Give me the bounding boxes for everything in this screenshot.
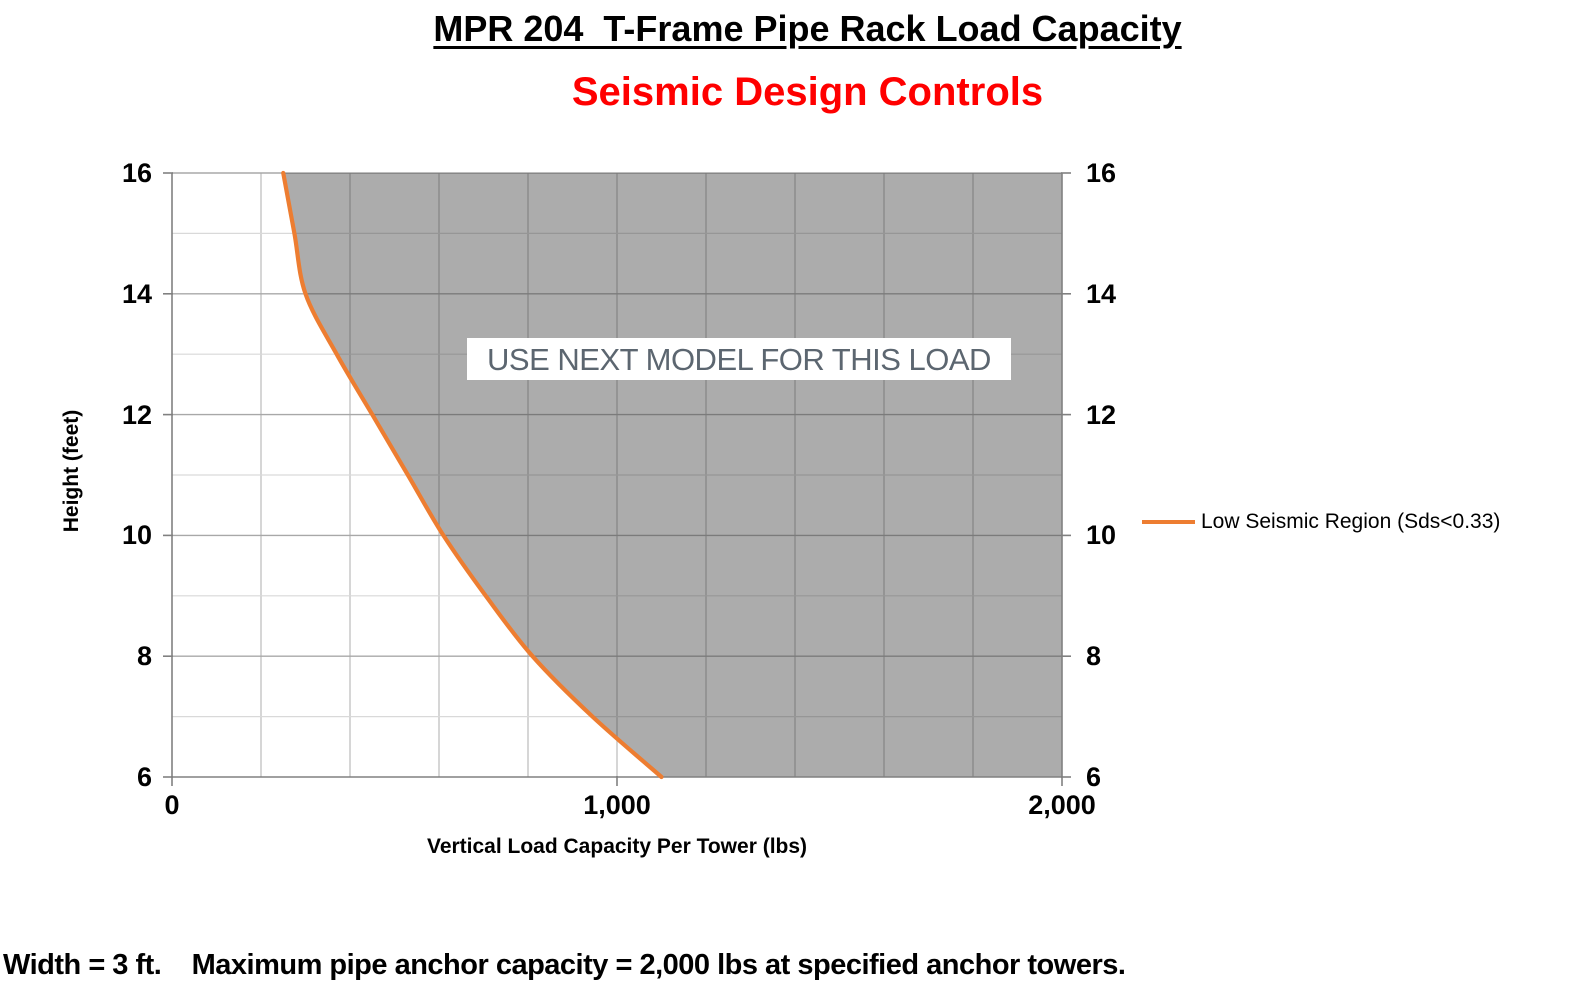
y-axis-tick-label-right: 6	[1086, 762, 1102, 792]
footer-note: Width = 3 ft. Maximum pipe anchor capaci…	[3, 949, 1126, 981]
chart-title: MPR 204 T-Frame Pipe Rack Load Capacity	[433, 8, 1182, 49]
y-axis-tick-label-right: 16	[1086, 158, 1117, 188]
y-axis-tick-label-right: 14	[1086, 278, 1117, 309]
y-axis-tick-label-left: 6	[136, 762, 152, 792]
low-seismic-curve	[281, 170, 664, 780]
x-axis-title: Vertical Load Capacity Per Tower (lbs)	[426, 835, 808, 858]
y-axis-tick-label-left: 16	[121, 158, 152, 188]
legend: Low Seismic Region (Sds<0.33)	[1142, 509, 1500, 535]
shaded-region-label: USE NEXT MODEL FOR THIS LOAD	[467, 338, 1011, 380]
y-axis-tick-label-left: 8	[136, 641, 152, 672]
y-axis-tick-label-left: 12	[121, 399, 152, 430]
y-axis-tick-label-right: 8	[1086, 641, 1102, 672]
legend-series-label: Low Seismic Region (Sds<0.33)	[1201, 510, 1501, 533]
legend-line-swatch	[1142, 520, 1195, 524]
x-axis-tick-label: 0	[164, 790, 180, 820]
chart-subtitle: Seismic Design Controls	[571, 70, 1044, 114]
shaded-region-fill	[283, 173, 1062, 777]
capacity-plot	[163, 170, 1071, 786]
y-axis-tick-label-right: 12	[1086, 399, 1117, 430]
x-axis-tick-label: 2,000	[1028, 790, 1096, 820]
x-axis-tick-label: 1,000	[583, 790, 651, 820]
y-axis-tick-label-left: 14	[121, 278, 152, 309]
y-axis-tick-label-left: 10	[121, 520, 152, 551]
y-axis-tick-label-right: 10	[1086, 520, 1117, 551]
